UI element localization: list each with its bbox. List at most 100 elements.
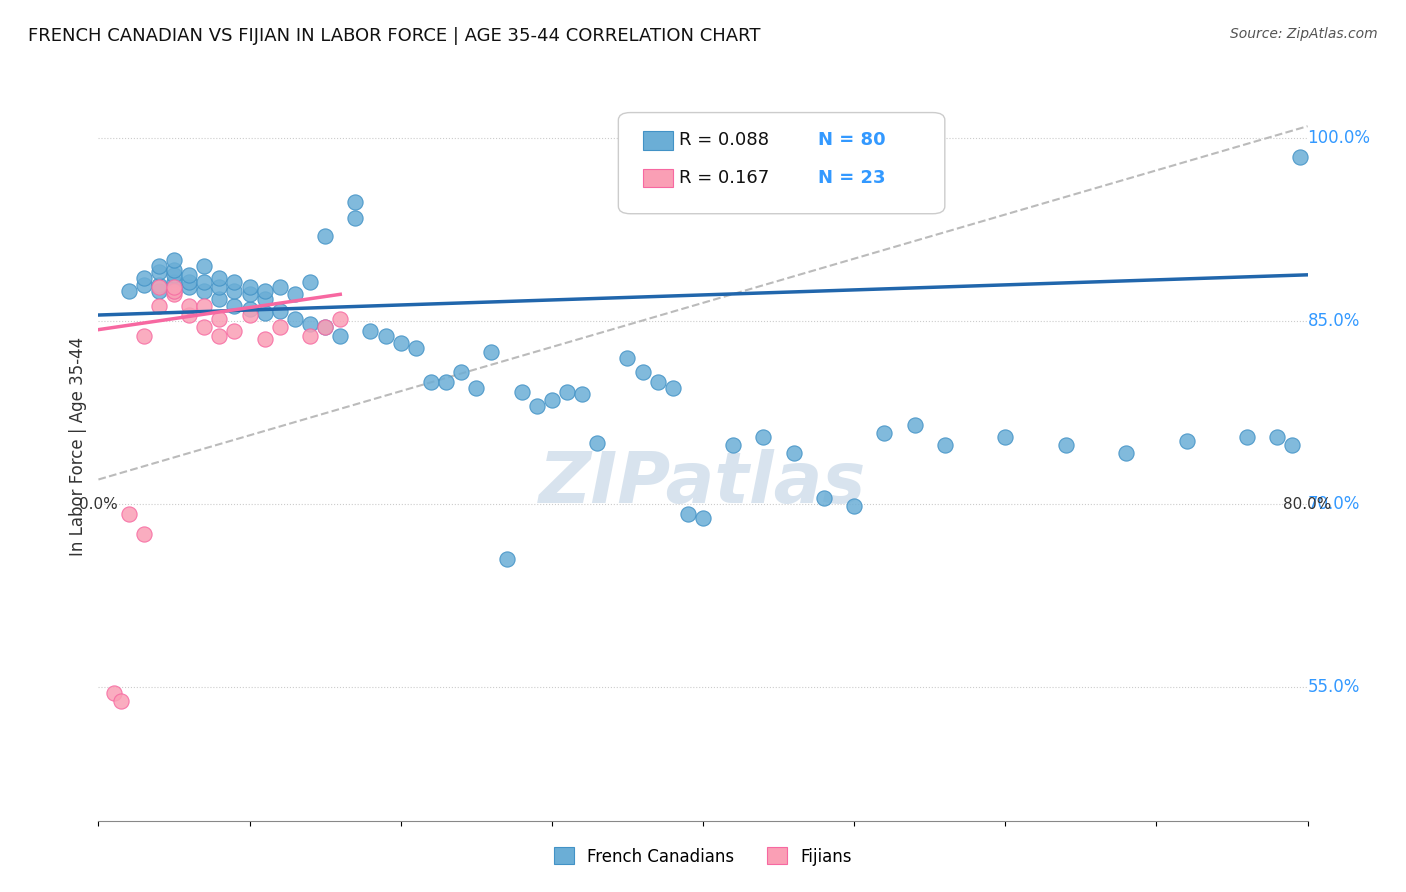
Text: N = 80: N = 80 <box>818 131 886 149</box>
FancyBboxPatch shape <box>643 169 673 187</box>
Point <box>179 275 201 289</box>
Point <box>299 317 322 331</box>
Point <box>253 305 276 319</box>
Point <box>1236 430 1258 444</box>
Point <box>148 300 170 314</box>
Point <box>253 284 276 298</box>
Point <box>208 280 231 294</box>
Point <box>329 328 352 343</box>
Text: FRENCH CANADIAN VS FIJIAN IN LABOR FORCE | AGE 35-44 CORRELATION CHART: FRENCH CANADIAN VS FIJIAN IN LABOR FORCE… <box>28 27 761 45</box>
Point <box>661 381 683 395</box>
Point <box>844 500 866 514</box>
Point <box>450 365 472 379</box>
Point <box>148 277 170 292</box>
Point <box>103 686 125 700</box>
Point <box>1054 438 1077 452</box>
Point <box>179 300 201 314</box>
Point <box>118 284 141 298</box>
Point <box>269 304 291 318</box>
Point <box>148 280 170 294</box>
Point <box>163 284 186 298</box>
Point <box>148 265 170 279</box>
Point <box>132 277 155 292</box>
Text: N = 23: N = 23 <box>818 169 886 186</box>
Point <box>389 336 412 351</box>
Point <box>253 292 276 306</box>
Point <box>555 384 578 399</box>
Y-axis label: In Labor Force | Age 35-44: In Labor Force | Age 35-44 <box>69 336 87 556</box>
Point <box>193 300 215 314</box>
Point <box>284 287 307 301</box>
Point <box>163 280 186 294</box>
Point <box>132 271 155 285</box>
Point <box>465 381 488 395</box>
Point <box>571 387 593 401</box>
Point <box>193 275 215 289</box>
Point <box>193 284 215 298</box>
Point <box>904 417 927 432</box>
Point <box>239 301 262 316</box>
Point <box>224 300 246 314</box>
Text: 85.0%: 85.0% <box>1308 312 1360 330</box>
Text: 100.0%: 100.0% <box>1308 129 1371 147</box>
Point <box>994 430 1017 444</box>
Point <box>193 260 215 274</box>
Point <box>224 324 246 338</box>
Point <box>163 253 186 268</box>
Text: Source: ZipAtlas.com: Source: ZipAtlas.com <box>1230 27 1378 41</box>
Point <box>873 426 896 441</box>
Point <box>208 311 231 326</box>
Text: R = 0.167: R = 0.167 <box>679 169 769 186</box>
Point <box>118 507 141 521</box>
Point <box>224 284 246 298</box>
Point <box>110 694 132 708</box>
Point <box>179 280 201 294</box>
Point <box>783 446 806 460</box>
Point <box>284 311 307 326</box>
Point <box>1267 430 1289 444</box>
Point <box>360 324 382 338</box>
Point <box>299 275 322 289</box>
Point <box>132 527 155 541</box>
Point <box>163 284 186 298</box>
Legend: French Canadians, Fijians: French Canadians, Fijians <box>547 841 859 872</box>
Point <box>163 280 186 294</box>
Point <box>420 375 443 389</box>
Point <box>299 328 322 343</box>
Point <box>481 344 503 359</box>
Point <box>526 400 548 414</box>
Point <box>1115 446 1137 460</box>
Point <box>163 275 186 289</box>
Point <box>540 393 562 408</box>
Point <box>329 311 352 326</box>
Point <box>208 271 231 285</box>
Point <box>239 308 262 322</box>
Point <box>1281 438 1303 452</box>
Point <box>163 287 186 301</box>
Point <box>148 260 170 274</box>
Point <box>148 284 170 298</box>
Point <box>269 320 291 334</box>
Text: R = 0.088: R = 0.088 <box>679 131 769 149</box>
Point <box>314 228 336 243</box>
Point <box>314 320 336 334</box>
Text: 55.0%: 55.0% <box>1308 678 1360 696</box>
Point <box>179 308 201 322</box>
Point <box>314 320 336 334</box>
Point <box>239 287 262 301</box>
Point <box>813 491 835 505</box>
Point <box>163 268 186 282</box>
Point <box>1175 434 1198 448</box>
Point <box>208 292 231 306</box>
Point <box>224 275 246 289</box>
Point <box>193 320 215 334</box>
Point <box>253 332 276 346</box>
Point <box>676 507 699 521</box>
Text: ZIPatlas: ZIPatlas <box>540 449 866 518</box>
Point <box>586 436 609 450</box>
Text: 80.0%: 80.0% <box>1284 497 1331 512</box>
Point <box>495 551 517 566</box>
Point <box>934 438 956 452</box>
Text: 70.0%: 70.0% <box>1308 495 1360 513</box>
Point <box>239 280 262 294</box>
